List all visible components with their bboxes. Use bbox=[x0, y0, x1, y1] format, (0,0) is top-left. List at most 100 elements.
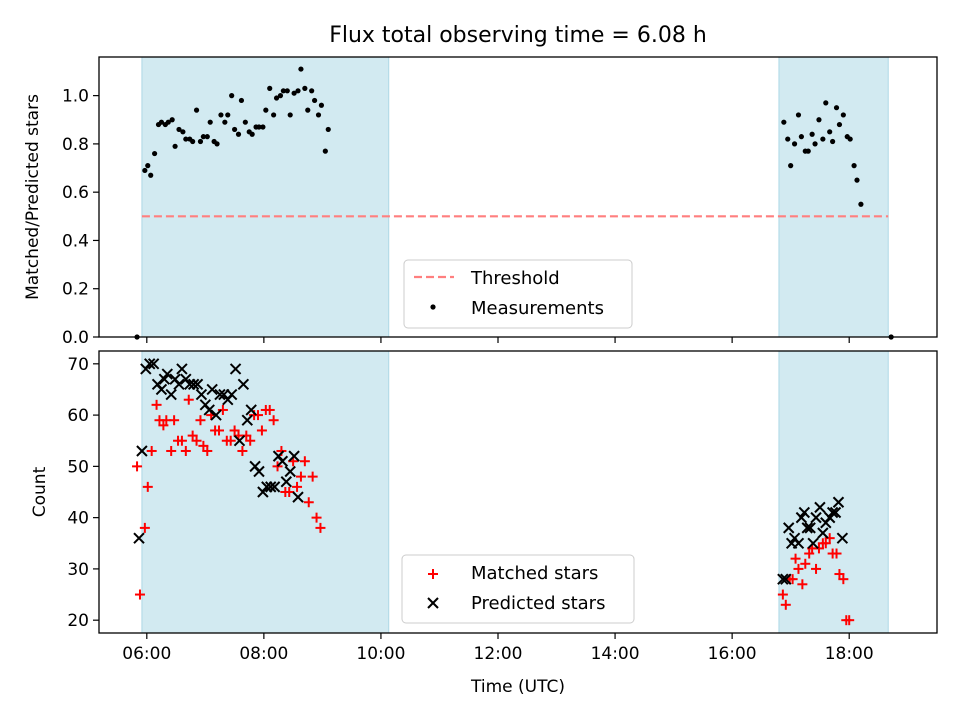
predicted-star-point bbox=[210, 409, 222, 421]
predicted-star-point bbox=[814, 501, 826, 514]
measurement-point bbox=[858, 201, 864, 207]
matched-star-points bbox=[132, 394, 855, 626]
predicted-star-stroke bbox=[814, 501, 826, 514]
predicted-star-point bbox=[206, 383, 218, 396]
measurement-point bbox=[197, 138, 204, 145]
measurement-point bbox=[854, 177, 860, 183]
x-tick-label: 14:00 bbox=[591, 644, 640, 664]
predicted-star-stroke bbox=[288, 450, 300, 462]
matched-star-point bbox=[787, 574, 798, 585]
predicted-star-stroke bbox=[284, 465, 296, 478]
predicted-star-point bbox=[191, 378, 204, 391]
predicted-star-stroke bbox=[176, 363, 188, 375]
matched-star-point bbox=[256, 425, 267, 436]
matched-star-point bbox=[202, 445, 213, 456]
predicted-star-stroke bbox=[792, 537, 805, 549]
matched-legend-swatch bbox=[428, 569, 438, 579]
bottom-legend-box bbox=[401, 554, 635, 624]
measurement-point bbox=[148, 172, 154, 178]
measurements-legend-label: Measurements bbox=[471, 298, 604, 319]
matched-star-point bbox=[187, 430, 198, 441]
shaded-interval bbox=[141, 350, 390, 634]
bottom-y-ticks: 20 30 40 50 60 70 bbox=[67, 355, 99, 631]
predicted-star-stroke bbox=[191, 378, 204, 391]
predicted-star-point bbox=[144, 358, 156, 370]
matched-star-point bbox=[264, 404, 275, 415]
y-tick-label: 1.0 bbox=[62, 87, 89, 107]
predicted-star-point bbox=[284, 465, 296, 478]
matched-star-point bbox=[272, 461, 283, 472]
y-tick-label: 70 bbox=[67, 355, 89, 375]
predicted-star-point bbox=[777, 573, 789, 585]
predicted-star-point bbox=[253, 465, 265, 478]
predicted-star-stroke bbox=[233, 435, 246, 447]
predicted-star-point bbox=[229, 363, 242, 375]
predicted-star-point bbox=[268, 481, 281, 493]
matched-star-point bbox=[253, 410, 264, 421]
matched-star-point bbox=[797, 579, 808, 590]
bottom-shaded-intervals bbox=[141, 350, 889, 634]
measurement-point bbox=[235, 131, 242, 137]
bottom-y-axis-label: Count bbox=[30, 466, 50, 517]
predicted-star-point bbox=[804, 522, 816, 534]
matched-star-point bbox=[295, 471, 306, 482]
measurement-point bbox=[823, 100, 829, 106]
predicted-star-point bbox=[792, 537, 805, 549]
matched-star-point bbox=[268, 415, 279, 426]
measurement-point bbox=[788, 163, 794, 169]
measurement-point bbox=[309, 88, 315, 94]
matched-star-point bbox=[245, 435, 256, 446]
y-tick-label: 30 bbox=[67, 560, 89, 580]
bottom-axes-frame bbox=[98, 350, 938, 634]
predicted-star-stroke bbox=[832, 496, 845, 508]
measurements-legend-swatch bbox=[430, 304, 436, 310]
predicted-star-point bbox=[233, 435, 246, 447]
predicted-star-point bbox=[810, 511, 822, 524]
matched-star-point bbox=[146, 445, 157, 456]
measurement-point bbox=[805, 148, 811, 154]
measurement-point bbox=[820, 136, 826, 142]
matched-star-point bbox=[284, 487, 295, 497]
matched-star-point bbox=[790, 553, 801, 564]
measurement-point bbox=[287, 112, 293, 118]
matched-star-point bbox=[844, 615, 855, 626]
chart-title: Flux total observing time = 6.08 h bbox=[329, 23, 707, 48]
measurement-point bbox=[284, 88, 290, 94]
measurement-point bbox=[242, 119, 248, 125]
predicted-star-point bbox=[817, 527, 829, 539]
matched-star-point bbox=[824, 533, 835, 544]
bottom-x-axis-label: Time (UTC) bbox=[470, 677, 565, 697]
measurement-point bbox=[325, 126, 331, 133]
predicted-star-point bbox=[292, 491, 304, 503]
predicted-star-stroke bbox=[229, 363, 242, 375]
y-tick-label: 0.4 bbox=[62, 231, 89, 251]
matched-star-point bbox=[151, 399, 162, 410]
predicted-star-point bbox=[225, 388, 238, 401]
predicted-star-stroke bbox=[144, 358, 156, 370]
predicted-star-point bbox=[807, 537, 819, 549]
predicted-star-stroke bbox=[801, 522, 813, 534]
measurement-point bbox=[142, 167, 148, 174]
measurement-point bbox=[183, 136, 189, 142]
measurement-point bbox=[225, 112, 231, 118]
threshold-legend-label: Threshold bbox=[470, 268, 560, 289]
predicted-star-stroke bbox=[276, 455, 289, 467]
measurement-point bbox=[145, 163, 151, 169]
y-tick-label: 20 bbox=[67, 611, 89, 631]
measurement-point bbox=[311, 97, 318, 104]
y-tick-label: 60 bbox=[67, 406, 89, 426]
measurement-point bbox=[207, 119, 213, 125]
predicted-star-stroke bbox=[268, 481, 281, 493]
measurement-point bbox=[204, 134, 210, 140]
predicted-star-stroke bbox=[280, 476, 293, 488]
measurement-point bbox=[781, 119, 787, 125]
predicted-star-stroke bbox=[829, 506, 842, 519]
matched-star-point bbox=[176, 435, 187, 446]
measurement-point bbox=[169, 117, 175, 123]
matched-star-point bbox=[183, 394, 194, 405]
matched-star-point bbox=[804, 548, 815, 559]
predicted-star-stroke bbox=[155, 383, 168, 396]
matched-star-point bbox=[780, 599, 791, 610]
predicted-star-point bbox=[133, 532, 145, 544]
